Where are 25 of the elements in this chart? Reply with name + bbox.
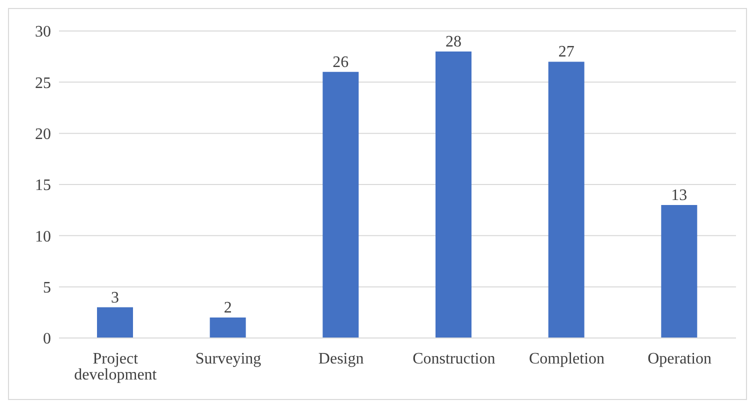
data-label: 2	[224, 300, 232, 317]
data-label: 13	[671, 186, 688, 204]
y-tick-label: 5	[43, 280, 51, 297]
data-label: 28	[446, 33, 462, 50]
bar	[661, 204, 698, 338]
bar	[322, 72, 359, 338]
bar	[548, 62, 584, 338]
y-tick-label: 25	[35, 74, 51, 92]
y-tick-label: 10	[35, 228, 51, 246]
x-tick-label: Project development	[74, 350, 158, 384]
bar	[97, 307, 133, 338]
y-tick-label: 20	[35, 126, 51, 144]
data-label: 27	[558, 44, 574, 61]
data-label: 3	[111, 289, 119, 306]
x-tick-label: Surveying	[195, 350, 262, 368]
x-tick-label: Completion	[528, 350, 605, 368]
x-tick-label: Construction	[412, 350, 496, 368]
y-tick-label: 0	[43, 330, 51, 348]
bar	[436, 51, 472, 338]
y-tick-label: 30	[35, 24, 51, 41]
y-tick-label: 15	[35, 177, 51, 194]
x-tick-label: Operation	[648, 350, 712, 368]
bar	[210, 318, 246, 338]
x-tick-label: Design	[318, 350, 364, 368]
data-label: 26	[332, 54, 349, 71]
